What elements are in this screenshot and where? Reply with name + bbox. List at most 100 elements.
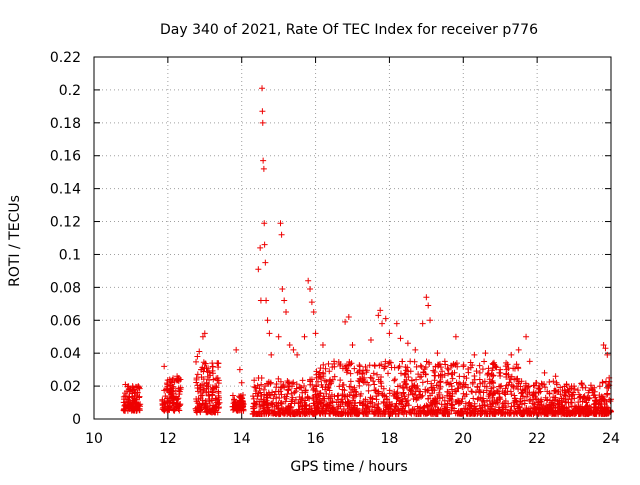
dense-roti-marker	[291, 400, 298, 407]
dense-roti-marker	[457, 381, 464, 388]
dense-roti-marker	[233, 401, 240, 408]
dense-roti-marker	[596, 400, 603, 407]
dense-roti-marker	[400, 389, 407, 396]
dense-roti-marker	[204, 368, 211, 375]
roti-points	[122, 85, 614, 409]
y-tick-label: 0.14	[50, 182, 81, 198]
dense-roti-marker	[479, 404, 486, 411]
dense-roti-marker	[348, 360, 355, 367]
dense-roti-marker	[340, 381, 347, 388]
dense-roti-marker	[270, 395, 277, 402]
dense-roti-marker	[280, 381, 287, 388]
roti-point	[275, 333, 282, 340]
roti-point	[375, 312, 382, 319]
roti-point	[600, 341, 607, 348]
dense-roti-marker	[569, 392, 576, 399]
dense-roti-marker	[336, 383, 343, 390]
dense-roti-marker	[436, 395, 443, 402]
dense-roti-marker	[299, 403, 306, 410]
dense-roti-marker	[399, 398, 406, 405]
dense-roti-marker	[579, 398, 586, 405]
dense-roti-marker	[193, 376, 200, 383]
dense-roti-marker	[196, 407, 203, 414]
dense-roti-marker	[337, 362, 344, 369]
dense-roti-marker	[347, 370, 354, 377]
dense-roti-marker	[419, 379, 426, 386]
dense-roti-marker	[521, 400, 528, 407]
dense-roti-marker	[490, 401, 497, 408]
dense-roti-marker	[592, 397, 599, 404]
dense-roti-marker	[253, 398, 260, 405]
dense-roti-marker	[264, 380, 271, 387]
dense-roti-marker	[523, 382, 530, 389]
dense-roti-marker	[448, 401, 455, 408]
dense-roti-marker	[349, 407, 356, 414]
dense-roti-marker	[122, 399, 129, 406]
dense-roti-marker	[251, 400, 258, 407]
dense-roti-marker	[284, 390, 291, 397]
roti-point	[164, 397, 171, 404]
dense-roti-marker	[202, 398, 209, 405]
dense-roti-marker	[135, 384, 142, 391]
dense-roti-marker	[335, 392, 342, 399]
dense-roti-marker	[326, 368, 333, 375]
dense-roti-marker	[342, 399, 349, 406]
dense-roti-marker	[163, 380, 170, 387]
dense-roti-marker	[418, 410, 425, 417]
dense-roti-marker	[602, 410, 609, 417]
dense-roti-marker	[504, 361, 511, 368]
dense-roti-marker	[497, 396, 504, 403]
dense-roti-marker	[428, 384, 435, 391]
y-tick-label: 0.04	[50, 346, 81, 362]
dense-roti-marker	[318, 399, 325, 406]
dense-roti-marker	[364, 379, 371, 386]
dense-roti-marker	[483, 411, 490, 418]
roti-point	[523, 333, 530, 340]
dense-roti-marker	[502, 385, 509, 392]
roti-point	[203, 379, 210, 386]
dense-roti-marker	[420, 405, 427, 412]
roti-point	[290, 346, 297, 353]
dense-roti-marker	[413, 376, 420, 383]
dense-roti-marker	[431, 387, 438, 394]
dense-roti-marker	[517, 409, 524, 416]
dense-roti-marker	[444, 365, 451, 372]
dense-roti-marker	[238, 404, 245, 411]
dense-roti-marker	[168, 391, 175, 398]
dense-roti-marker	[199, 381, 206, 388]
dense-roti-marker	[323, 390, 330, 397]
x-tick-label: 10	[85, 431, 103, 447]
dense-roti-marker	[473, 368, 480, 375]
dense-roti-marker	[317, 365, 324, 372]
dense-roti-marker	[362, 411, 369, 418]
roti-point	[196, 348, 203, 355]
dense-roti-marker	[596, 392, 603, 399]
dense-roti-marker	[277, 407, 284, 414]
dense-roti-marker	[402, 380, 409, 387]
dense-roti-marker	[483, 387, 490, 394]
dense-roti-marker	[250, 393, 257, 400]
roti-point	[345, 313, 352, 320]
roti-point	[367, 337, 374, 344]
roti-point	[175, 401, 182, 408]
dense-roti-marker	[470, 410, 477, 417]
dense-roti-marker	[538, 401, 545, 408]
dense-roti-marker	[257, 403, 264, 410]
dense-roti-marker	[526, 397, 533, 404]
dense-roti-marker	[466, 399, 473, 406]
dense-roti-marker	[255, 390, 262, 397]
dense-roti-marker	[513, 398, 520, 405]
dense-roti-marker	[405, 408, 412, 415]
roti-point	[460, 363, 467, 370]
dense-roti-marker	[484, 397, 491, 404]
dense-roti-marker	[317, 390, 324, 397]
dense-roti-marker	[435, 406, 442, 413]
dense-roti-marker	[503, 373, 510, 380]
roti-point	[209, 391, 216, 398]
y-tick-label: 0	[72, 412, 81, 428]
dense-roti-marker	[359, 370, 366, 377]
roti-point	[261, 220, 268, 227]
dense-roti-marker	[277, 378, 284, 385]
dense-roti-marker	[500, 409, 507, 416]
